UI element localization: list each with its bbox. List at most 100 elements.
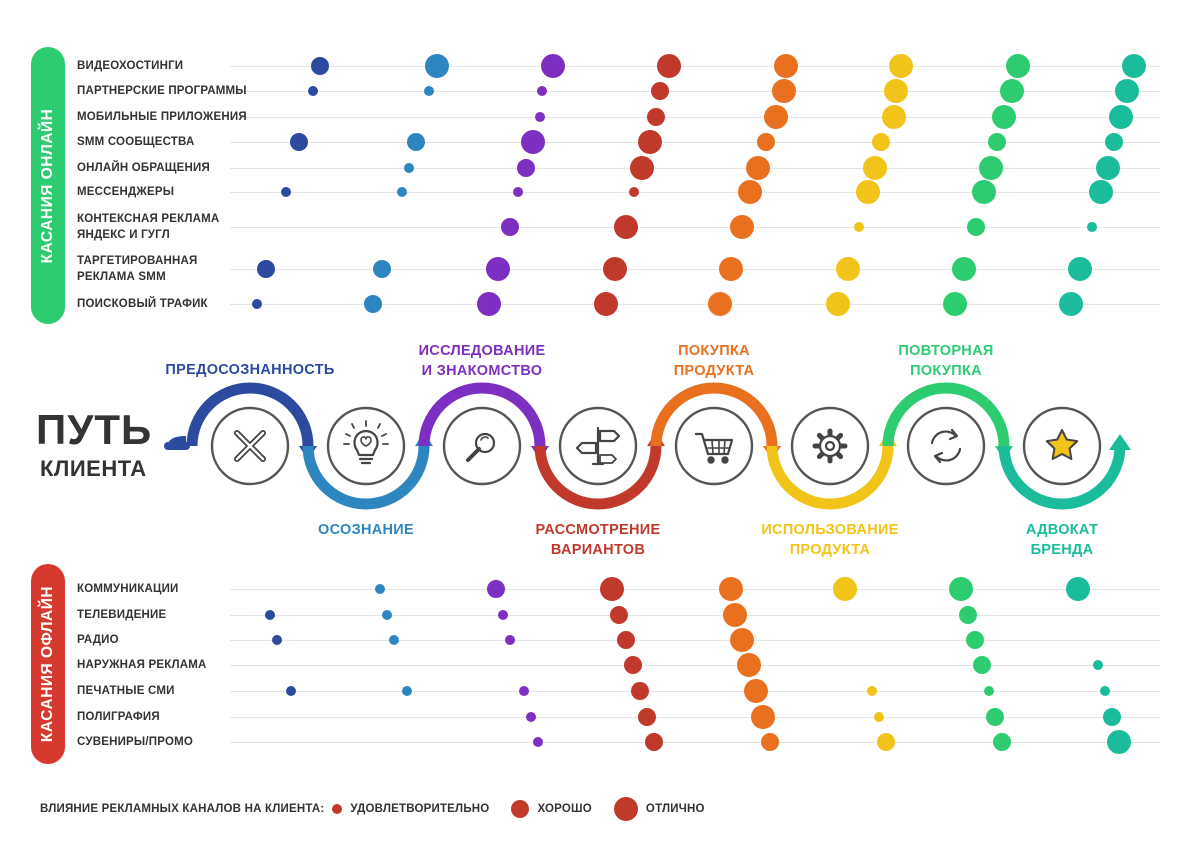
online-impact-dot [373, 260, 391, 278]
online-impact-dot [281, 187, 291, 197]
legend-dot [613, 797, 638, 821]
offline-impact-dot [645, 733, 663, 751]
online-touchpoints-sidebar: КАСАНИЯ ОНЛАЙН [31, 47, 65, 324]
online-channel-label: МЕССЕНДЖЕРЫ [77, 186, 175, 198]
offline-impact-dot [498, 610, 508, 620]
offline-impact-dot [959, 606, 977, 624]
online-impact-dot [854, 222, 864, 232]
offline-impact-dot [1107, 730, 1131, 754]
online-impact-dot [425, 54, 449, 78]
offline-impact-dot [1103, 708, 1121, 726]
online-impact-dot [863, 156, 887, 180]
online-impact-dot [486, 257, 510, 281]
legend-item-label: ХОРОШО [537, 803, 592, 815]
online-impact-dot [517, 159, 535, 177]
wave-arc-segment [766, 445, 894, 510]
online-impact-dot [513, 187, 523, 197]
online-impact-dot [397, 187, 407, 197]
legend-item-label: ОТЛИЧНО [645, 803, 705, 815]
offline-impact-dot [526, 712, 536, 722]
offline-impact-dot [984, 686, 994, 696]
online-impact-dot [952, 257, 976, 281]
offline-impact-dot [737, 653, 761, 677]
wave-arc-segment [186, 382, 314, 447]
online-impact-dot [629, 187, 639, 197]
stage-label: ПОВТОРНАЯ ПОКУПКА [898, 343, 994, 379]
offline-channel-label: РАДИО [77, 634, 119, 646]
wave-arc-segment [882, 382, 1010, 447]
offline-impact-dot [600, 577, 624, 601]
online-impact-dot [407, 133, 425, 151]
online-impact-dot [1122, 54, 1146, 78]
offline-impact-dot [286, 686, 296, 696]
online-impact-dot [630, 156, 654, 180]
offline-impact-dot [986, 708, 1004, 726]
online-impact-dot [1068, 257, 1092, 281]
shopping-cart-icon [694, 432, 734, 464]
offline-impact-dot [966, 631, 984, 649]
online-impact-dot [1096, 156, 1120, 180]
offline-impact-dot [867, 686, 877, 696]
online-impact-dot [603, 257, 627, 281]
online-channel-label: КОНТЕКСНАЯ РЕКЛАМА ЯНДЕКС И ГУГЛ [77, 213, 220, 241]
offline-impact-dot [973, 656, 991, 674]
impact-legend: ВЛИЯНИЕ РЕКЛАМНЫХ КАНАЛОВ НА КЛИЕНТА: УДО… [40, 797, 705, 821]
offline-impact-dot [272, 635, 282, 645]
online-impact-dot [537, 86, 547, 96]
offline-impact-dot [402, 686, 412, 696]
offline-impact-dot [610, 606, 628, 624]
journey-subtitle: КЛИЕНТА [40, 456, 147, 481]
online-impact-dot [979, 156, 1003, 180]
wave-arc-segment [302, 445, 430, 510]
offline-impact-dot [874, 712, 884, 722]
online-impact-dot [774, 54, 798, 78]
online-channel-label: МОБИЛЬНЫЕ ПРИЛОЖЕНИЯ [77, 111, 247, 123]
online-impact-dot [1000, 79, 1024, 103]
offline-channel-label: ПЕЧАТНЫЕ СМИ [77, 685, 175, 697]
wave-arc-segment [650, 382, 778, 447]
star-icon [1045, 429, 1079, 460]
offline-impact-dot [730, 628, 754, 652]
offline-impact-dot [723, 603, 747, 627]
offline-channel-label: ТЕЛЕВИДЕНИЕ [77, 609, 167, 621]
offline-impact-dot [638, 708, 656, 726]
online-impact-dot [738, 180, 762, 204]
online-impact-dot [1006, 54, 1030, 78]
online-impact-dot [826, 292, 850, 316]
online-impact-dot [594, 292, 618, 316]
offline-impact-dot [487, 580, 505, 598]
online-impact-dot [992, 105, 1016, 129]
online-impact-dot [257, 260, 275, 278]
lightbulb-brain-icon [343, 420, 389, 465]
online-impact-dot [988, 133, 1006, 151]
online-impact-dot [719, 257, 743, 281]
online-impact-dot [730, 215, 754, 239]
online-impact-dot [477, 292, 501, 316]
stage-label: ПРЕДОСОЗНАННОСТЬ [165, 362, 335, 378]
offline-touchpoints-label: КАСАНИЯ ОФЛАЙН [39, 585, 56, 743]
online-impact-dot [1089, 180, 1113, 204]
online-impact-dot [535, 112, 545, 122]
wave-end-arrowhead [1109, 434, 1131, 450]
online-impact-dot [311, 57, 329, 75]
legend-title: ВЛИЯНИЕ РЕКЛАМНЫХ КАНАЛОВ НА КЛИЕНТА: [40, 803, 325, 815]
online-impact-dot [521, 130, 545, 154]
offline-impact-dot [382, 610, 392, 620]
wave-arc-segment [418, 382, 546, 447]
online-impact-dot [1059, 292, 1083, 316]
online-impact-dot [651, 82, 669, 100]
offline-impact-dot [624, 656, 642, 674]
offline-impact-dot [993, 733, 1011, 751]
signpost-icon [575, 426, 621, 466]
online-impact-dot [638, 130, 662, 154]
online-impact-dot [614, 215, 638, 239]
online-impact-dot [764, 105, 788, 129]
online-impact-dot [746, 156, 770, 180]
online-impact-dot [772, 79, 796, 103]
online-impact-dot [882, 105, 906, 129]
offline-impact-dot [744, 679, 768, 703]
offline-impact-dot [949, 577, 973, 601]
offline-impact-dot [389, 635, 399, 645]
offline-impact-dot [533, 737, 543, 747]
online-channel-label: ПАРТНЕРСКИЕ ПРОГРАММЫ [77, 85, 247, 97]
